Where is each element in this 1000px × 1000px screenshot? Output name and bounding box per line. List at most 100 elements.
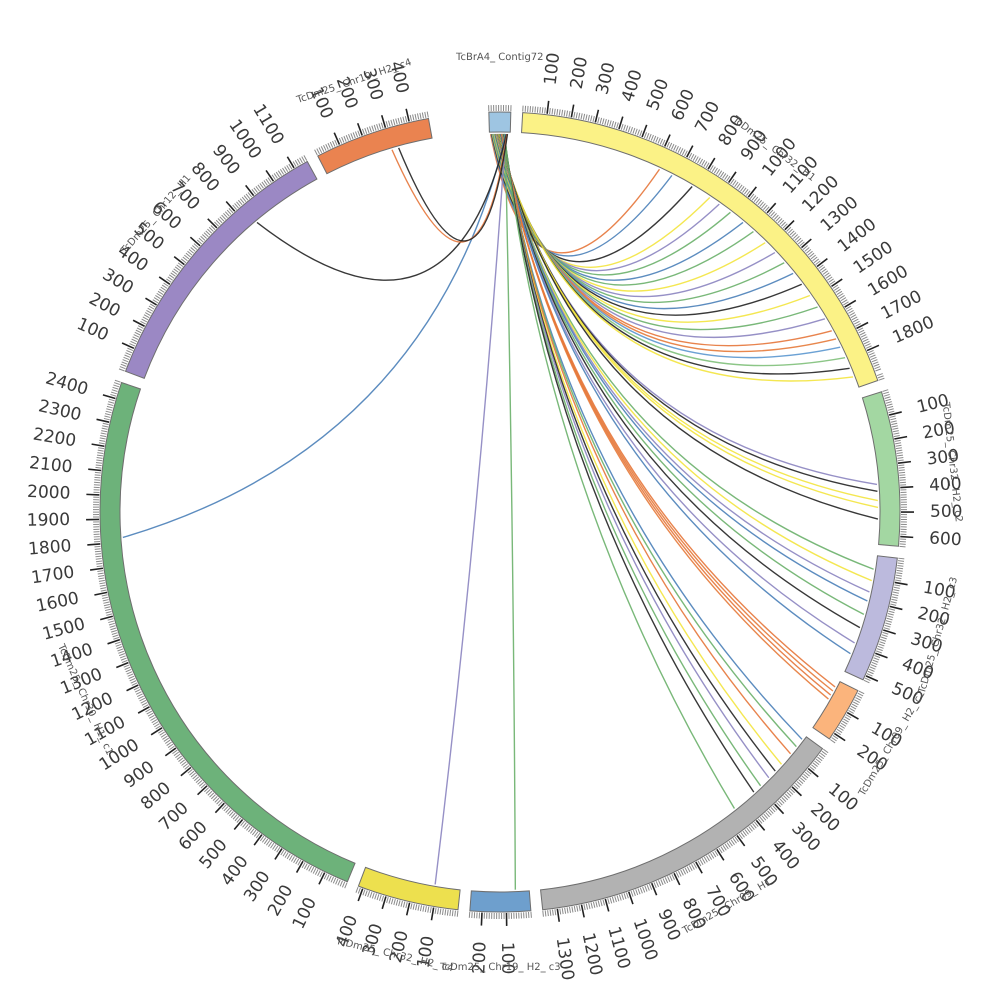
minor-tick: [616, 122, 619, 129]
minor-tick: [160, 733, 167, 738]
major-tick: [800, 238, 812, 249]
minor-tick: [405, 902, 408, 909]
major-tick: [295, 860, 304, 873]
minor-tick: [429, 906, 432, 914]
segment-chr32h1: [521, 112, 879, 388]
major-tick: [784, 220, 795, 231]
minor-tick: [286, 853, 291, 860]
minor-tick: [623, 893, 627, 900]
minor-tick: [94, 476, 101, 479]
major-tick: [766, 202, 777, 214]
minor-tick: [395, 118, 398, 125]
minor-tick: [825, 274, 832, 279]
minor-tick: [265, 178, 270, 185]
minor-tick: [209, 792, 215, 798]
minor-tick: [152, 299, 159, 304]
minor-tick: [772, 213, 777, 219]
minor-tick: [863, 679, 870, 684]
minor-tick: [773, 214, 779, 220]
minor-tick: [232, 814, 238, 820]
minor-tick: [176, 264, 182, 269]
minor-tick: [261, 837, 267, 843]
minor-tick: [726, 842, 731, 848]
minor-tick: [878, 643, 885, 647]
tick-label: 100: [497, 942, 518, 975]
minor-tick: [95, 553, 102, 555]
minor-tick: [263, 838, 269, 845]
minor-tick: [110, 629, 118, 633]
minor-tick: [421, 112, 424, 119]
major-tick: [831, 278, 843, 288]
minor-tick: [253, 187, 258, 193]
minor-tick: [872, 361, 879, 365]
minor-tick: [864, 677, 871, 682]
minor-tick: [547, 910, 549, 917]
minor-tick: [552, 909, 554, 916]
tick-label: 100: [541, 52, 565, 87]
minor-tick: [648, 883, 653, 890]
minor-tick: [242, 822, 247, 828]
minor-tick: [892, 427, 899, 430]
minor-tick: [114, 641, 121, 645]
minor-tick: [844, 716, 851, 721]
minor-tick: [148, 714, 155, 719]
minor-tick: [146, 309, 152, 314]
minor-tick: [583, 904, 586, 911]
minor-tick: [364, 890, 368, 897]
major-tick: [189, 236, 201, 247]
minor-tick: [851, 703, 858, 708]
minor-tick: [200, 235, 206, 241]
minor-tick: [134, 689, 141, 693]
minor-tick: [150, 717, 156, 721]
minor-tick: [155, 725, 162, 730]
minor-tick: [409, 114, 412, 122]
major-tick: [686, 145, 694, 158]
minor-tick: [195, 778, 201, 783]
minor-tick: [775, 216, 781, 222]
minor-tick: [439, 908, 442, 915]
minor-tick: [898, 464, 905, 467]
minor-tick: [668, 142, 673, 149]
minor-tick: [142, 704, 149, 708]
minor-tick: [352, 132, 356, 139]
minor-tick: [604, 119, 607, 126]
minor-tick: [806, 770, 812, 775]
major-tick: [736, 834, 746, 847]
minor-tick: [657, 137, 661, 144]
minor-tick: [100, 434, 107, 438]
minor-tick: [110, 393, 117, 397]
minor-tick: [588, 902, 591, 910]
minor-tick: [95, 461, 103, 464]
link-contig72-chr09h1: [503, 133, 736, 809]
minor-tick: [884, 396, 891, 399]
minor-tick: [817, 756, 823, 762]
major-tick: [225, 200, 236, 212]
minor-tick: [96, 459, 103, 462]
minor-tick: [786, 791, 792, 797]
minor-tick: [412, 114, 415, 121]
minor-tick: [106, 613, 113, 616]
major-tick: [94, 591, 108, 596]
minor-tick: [117, 648, 124, 652]
minor-tick: [752, 823, 757, 829]
minor-tick: [742, 830, 747, 837]
minor-tick: [257, 184, 262, 190]
minor-tick: [895, 579, 902, 582]
minor-tick: [854, 320, 860, 325]
minor-tick: [788, 790, 794, 795]
minor-tick: [803, 773, 809, 779]
minor-tick: [350, 133, 354, 140]
minor-tick: [843, 301, 849, 306]
minor-tick: [697, 157, 701, 164]
minor-tick: [152, 721, 159, 726]
minor-tick: [699, 859, 704, 865]
minor-tick: [119, 653, 125, 657]
minor-tick: [204, 787, 210, 793]
tick-label: 100: [74, 314, 112, 346]
minor-tick: [441, 908, 444, 915]
minor-tick: [549, 108, 551, 115]
minor-tick: [163, 282, 169, 287]
link-contig72-chr32h1: [497, 133, 854, 382]
minor-tick: [207, 228, 213, 234]
tick-label: 1700: [30, 562, 76, 588]
